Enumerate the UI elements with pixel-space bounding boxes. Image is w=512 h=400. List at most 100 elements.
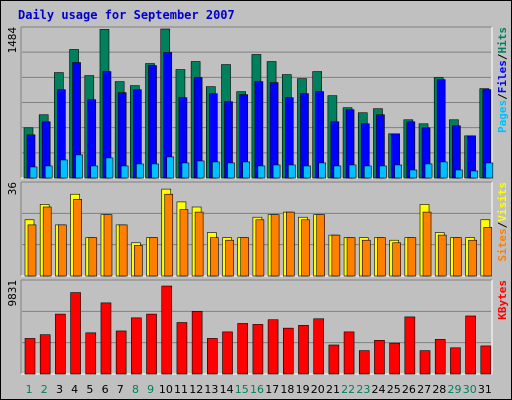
sites-bar bbox=[27, 224, 37, 277]
pages-bar bbox=[136, 163, 144, 179]
files-bar bbox=[117, 92, 127, 179]
day-label: 20 bbox=[311, 383, 325, 396]
sites-bar bbox=[285, 211, 295, 277]
sites-bar bbox=[422, 211, 432, 277]
pages-bar bbox=[257, 165, 266, 179]
pages-bar bbox=[455, 169, 463, 179]
pages-bar bbox=[75, 154, 83, 179]
day-label: 30 bbox=[463, 383, 477, 396]
kbytes-bar bbox=[176, 322, 188, 375]
day-label: 29 bbox=[448, 383, 462, 396]
day-label: 5 bbox=[86, 383, 93, 396]
pages-bar bbox=[348, 164, 357, 179]
kbytes-bar bbox=[115, 330, 127, 375]
day-label: 9 bbox=[147, 383, 154, 396]
day-label: 19 bbox=[296, 383, 310, 396]
day-label: 4 bbox=[71, 383, 78, 396]
pages-bar bbox=[212, 161, 220, 179]
kbytes-bar bbox=[222, 331, 233, 375]
sites-bar bbox=[134, 245, 143, 277]
pages-bar bbox=[424, 163, 433, 179]
day-label: 23 bbox=[356, 383, 370, 396]
kbytes-bar bbox=[282, 327, 294, 375]
day-label: 16 bbox=[250, 383, 264, 396]
sites-bar bbox=[240, 237, 250, 277]
kbytes-bar bbox=[374, 340, 385, 375]
sites-bar bbox=[407, 237, 417, 277]
sites-bar bbox=[42, 206, 52, 277]
day-label: 7 bbox=[117, 383, 124, 396]
files-bar bbox=[148, 65, 157, 179]
kbytes-bar bbox=[298, 325, 309, 375]
sites-bar bbox=[392, 242, 401, 277]
kbytes-bar bbox=[131, 317, 142, 375]
sites-bar bbox=[225, 239, 234, 277]
day-label: 18 bbox=[280, 383, 294, 396]
svg-text:KBytes: KBytes bbox=[496, 280, 509, 320]
legend-hits: Hits bbox=[496, 27, 509, 54]
sites-bar bbox=[103, 214, 113, 277]
svg-text:Pages/Files/Hits: Pages/Files/Hits bbox=[496, 27, 509, 133]
day-label: 12 bbox=[189, 383, 203, 396]
day-label: 14 bbox=[220, 383, 234, 396]
day-label: 11 bbox=[174, 383, 188, 396]
pages-bar bbox=[287, 164, 296, 179]
visits-max-label: 36 bbox=[6, 182, 19, 195]
pages-bar bbox=[105, 157, 114, 179]
sites-bar bbox=[437, 234, 447, 277]
pages-bar bbox=[439, 161, 448, 179]
sites-bar bbox=[331, 234, 341, 277]
sites-bar bbox=[194, 211, 204, 277]
legend-files: Files bbox=[496, 60, 509, 93]
kbytes-bar bbox=[237, 323, 249, 375]
kbytes-bar bbox=[465, 315, 476, 375]
legend-sep-1: / bbox=[496, 93, 509, 100]
pages-bar bbox=[470, 170, 478, 179]
kbytes-bar bbox=[389, 342, 400, 375]
legend-sep-2: / bbox=[496, 53, 509, 60]
sites-bar bbox=[483, 227, 493, 277]
kbytes-bar bbox=[100, 302, 112, 375]
pages-bar bbox=[242, 161, 251, 179]
pages-bar bbox=[272, 164, 281, 179]
sites-bar bbox=[468, 239, 477, 277]
kbytes-bar bbox=[419, 350, 431, 375]
files-bar bbox=[269, 82, 279, 179]
pages-bar bbox=[379, 165, 387, 179]
pages-bar bbox=[485, 162, 494, 179]
pages-bar bbox=[60, 159, 68, 179]
kbytes-bar bbox=[480, 345, 492, 375]
sites-bar bbox=[164, 193, 174, 277]
pages-bar bbox=[181, 162, 190, 179]
legend-sites: Sites bbox=[496, 228, 509, 261]
kbytes-bar bbox=[358, 350, 370, 375]
kbytes-bar bbox=[55, 313, 66, 375]
files-bar bbox=[300, 93, 309, 179]
day-label: 22 bbox=[341, 383, 355, 396]
day-label: 3 bbox=[56, 383, 63, 396]
kbytes-bar bbox=[39, 334, 51, 375]
day-label: 17 bbox=[265, 383, 279, 396]
pages-bar bbox=[227, 162, 235, 179]
day-label: 28 bbox=[432, 383, 446, 396]
kbytes-bar bbox=[450, 347, 461, 375]
sites-bar bbox=[179, 209, 189, 277]
day-label: 8 bbox=[132, 383, 139, 396]
visits-legend: Sites/Visits bbox=[496, 182, 509, 262]
kbytes-legend: KBytes bbox=[496, 280, 509, 320]
pages-bar bbox=[409, 169, 418, 179]
sites-bar bbox=[301, 219, 310, 277]
pages-bar bbox=[151, 163, 159, 179]
usage-legend: Pages/Files/Hits bbox=[496, 27, 509, 133]
kbytes-bar bbox=[70, 292, 81, 375]
kbytes-bar bbox=[146, 313, 157, 375]
kbytes-bar bbox=[207, 338, 218, 375]
kbytes-bar bbox=[85, 332, 97, 375]
pages-bar bbox=[333, 165, 342, 179]
sites-bar bbox=[118, 224, 128, 277]
sites-bar bbox=[58, 224, 67, 277]
kbytes-bar bbox=[404, 316, 416, 375]
pages-bar bbox=[166, 156, 175, 179]
sites-bar bbox=[73, 199, 82, 277]
